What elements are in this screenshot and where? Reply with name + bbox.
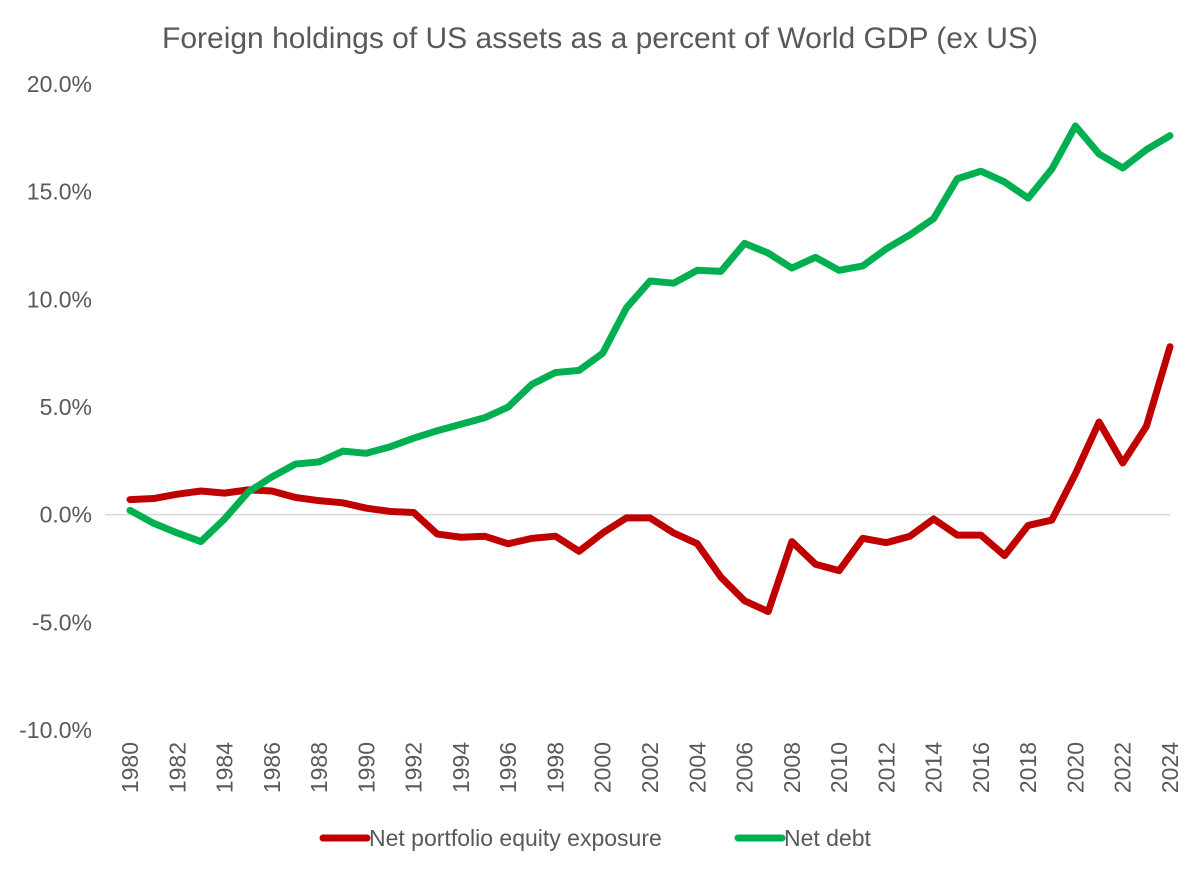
y-tick-label: 0.0% (40, 502, 92, 528)
y-tick-label: 5.0% (40, 394, 92, 420)
x-tick-label: 2020 (1062, 742, 1088, 793)
x-tick-label: 1986 (259, 742, 285, 793)
x-tick-label: 1990 (353, 742, 379, 793)
x-tick-label: 1982 (164, 742, 190, 793)
x-tick-label: 1992 (401, 742, 427, 793)
x-tick-label: 2008 (779, 742, 805, 793)
chart-title: Foreign holdings of US assets as a perce… (162, 22, 1038, 55)
x-tick-label: 2016 (968, 742, 994, 793)
y-tick-label: 15.0% (27, 179, 92, 205)
series-lines (126, 122, 1174, 616)
x-tick-label: 2022 (1110, 742, 1136, 793)
x-tick-label: 2018 (1015, 742, 1041, 793)
series-line-net-portfolio-equity-exposure (126, 343, 1174, 616)
x-tick-label: 1984 (212, 742, 238, 793)
x-tick-label: 2006 (732, 742, 758, 793)
x-tick-label: 2000 (590, 742, 616, 793)
x-axis-ticks: 1980 1982 1984 1986 1988 1990 1992 1994 1996 1998… (117, 742, 1183, 793)
x-tick-label: 1998 (542, 742, 568, 793)
x-tick-label: 2014 (921, 742, 947, 793)
x-tick-label: 1988 (306, 742, 332, 793)
x-tick-label: 2004 (684, 742, 710, 793)
series-line-net-debt (126, 122, 1174, 546)
x-tick-label: 2010 (826, 742, 852, 793)
legend-label: Net debt (784, 825, 872, 851)
x-tick-label: 1996 (495, 742, 521, 793)
x-tick-label: 1994 (448, 742, 474, 793)
y-tick-label: 20.0% (27, 71, 92, 97)
x-tick-label: 1980 (117, 742, 143, 793)
y-tick-label: 10.0% (27, 286, 92, 312)
legend-label: Net portfolio equity exposure (369, 825, 662, 851)
y-axis-ticks: -10.0% -5.0% 0.0% 5.0% 10.0% 15.0% 20.0% (19, 71, 92, 743)
y-tick-label: -5.0% (32, 609, 92, 635)
legend: Net portfolio equity exposure Net debt (319, 825, 872, 851)
x-tick-label: 2012 (873, 742, 899, 793)
x-tick-label: 2002 (637, 742, 663, 793)
y-tick-label: -10.0% (19, 717, 92, 743)
x-tick-label: 2024 (1157, 742, 1183, 793)
